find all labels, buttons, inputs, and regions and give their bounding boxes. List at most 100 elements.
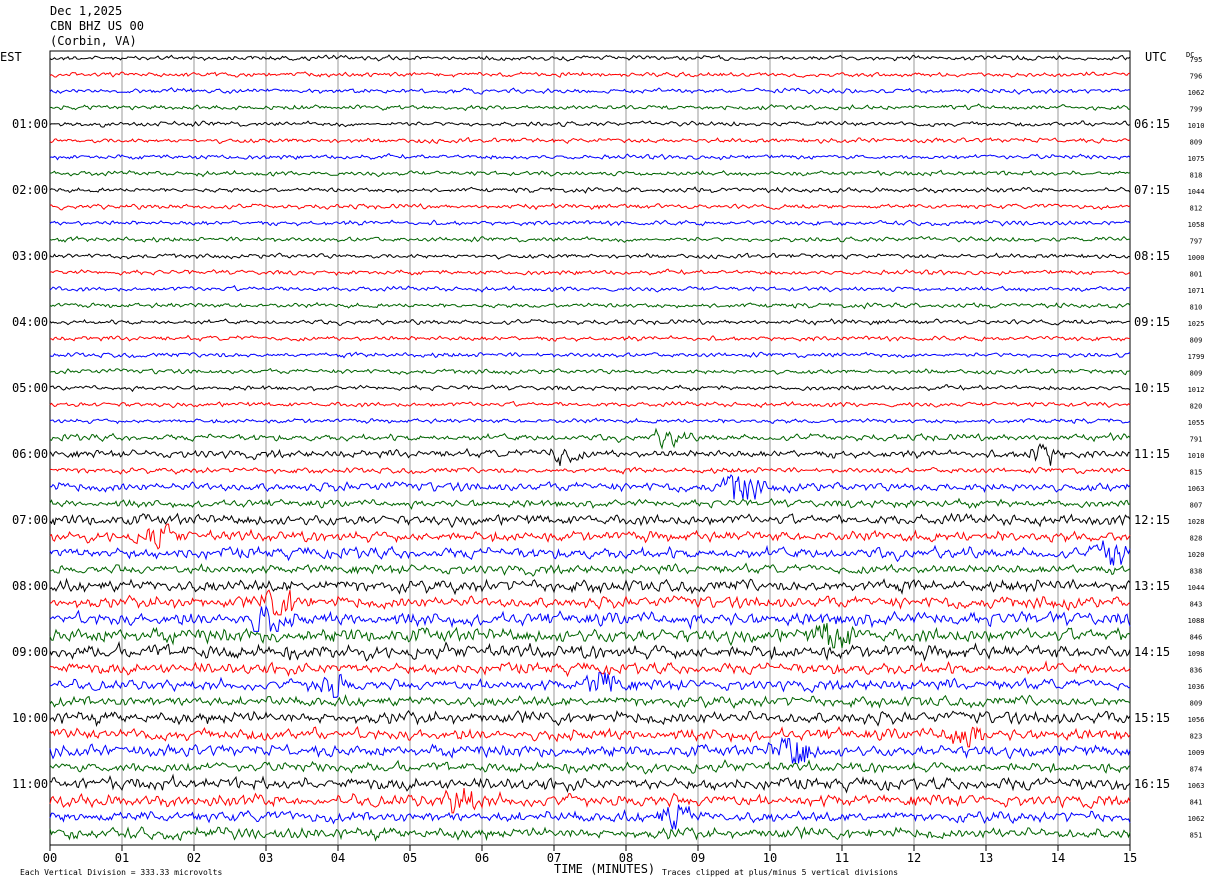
- seismic-trace: [49, 137, 1131, 145]
- dc-value-label: 799: [1190, 106, 1203, 114]
- x-tick-label: 07: [547, 851, 561, 865]
- dc-value-label: 809: [1190, 370, 1203, 378]
- seismic-trace: [49, 153, 1131, 161]
- x-tick-label: 10: [763, 851, 777, 865]
- seismic-trace: [49, 268, 1131, 277]
- seismic-trace: [49, 497, 1131, 510]
- seismic-trace: [49, 400, 1131, 409]
- x-tick-label: 14: [1051, 851, 1065, 865]
- seismic-trace: [49, 384, 1131, 393]
- left-hour-label: 11:00: [12, 777, 48, 791]
- right-hour-label: 09:15: [1134, 315, 1170, 329]
- dc-value-label: 812: [1190, 205, 1203, 213]
- dc-value-label: 791: [1190, 436, 1203, 444]
- dc-value-label: 1088: [1188, 617, 1205, 625]
- seismic-trace: [49, 540, 1131, 566]
- clip-note: Traces clipped at plus/minus 5 vertical …: [662, 868, 898, 877]
- seismic-trace: [49, 604, 1131, 632]
- dc-value-label: 815: [1190, 469, 1203, 477]
- seismic-trace: [49, 466, 1131, 475]
- dc-value-label: 1025: [1188, 320, 1205, 328]
- x-tick-label: 09: [691, 851, 705, 865]
- dc-value-label: 841: [1190, 799, 1203, 807]
- seismic-trace: [49, 442, 1131, 466]
- seismic-trace: [49, 773, 1131, 794]
- right-hour-label: 13:15: [1134, 579, 1170, 593]
- seismic-trace: [49, 252, 1131, 260]
- dc-value-label: 818: [1190, 172, 1203, 180]
- dc-value-label: 1075: [1188, 155, 1205, 163]
- seismic-trace: [49, 672, 1131, 698]
- right-hour-label: 15:15: [1134, 711, 1170, 725]
- seismic-traces: [49, 54, 1131, 842]
- dc-value-label: 796: [1190, 73, 1203, 81]
- dc-value-label: 1056: [1188, 716, 1205, 724]
- x-tick-label: 13: [979, 851, 993, 865]
- right-hour-label: 16:15: [1134, 777, 1170, 791]
- seismic-trace: [49, 120, 1131, 128]
- right-hour-label: 07:15: [1134, 183, 1170, 197]
- axis-labels: 00 01 02 03 04 05 06 07 08 09 10 11 12 13 14 15 795 796 10…: [12, 56, 1204, 865]
- left-hour-label: 03:00: [12, 249, 48, 263]
- seismic-trace: [49, 562, 1131, 577]
- seismic-trace: [49, 368, 1131, 376]
- x-tick-label: 02: [187, 851, 201, 865]
- x-tick-label: 11: [835, 851, 849, 865]
- seismic-trace: [49, 318, 1131, 326]
- dc-value-label: 1020: [1188, 551, 1205, 559]
- right-hour-label: 11:15: [1134, 447, 1170, 461]
- seismic-trace: [49, 623, 1131, 649]
- seismic-trace: [49, 169, 1131, 178]
- dc-value-label: 823: [1190, 733, 1203, 741]
- right-hour-label: 06:15: [1134, 117, 1170, 131]
- x-tick-label: 06: [475, 851, 489, 865]
- x-tick-label: 03: [259, 851, 273, 865]
- dc-value-label: 1044: [1188, 188, 1205, 196]
- dc-value-label: 1062: [1188, 89, 1205, 97]
- dc-value-label: 1000: [1188, 254, 1205, 262]
- left-hour-label: 02:00: [12, 183, 48, 197]
- seismic-trace: [49, 788, 1131, 814]
- seismic-trace: [49, 285, 1131, 293]
- dc-value-label: 1012: [1188, 386, 1205, 394]
- seismic-trace: [49, 660, 1131, 678]
- right-hour-label: 10:15: [1134, 381, 1170, 395]
- dc-value-label: 1055: [1188, 419, 1205, 427]
- left-hour-label: 04:00: [12, 315, 48, 329]
- station-location: (Corbin, VA): [50, 34, 137, 48]
- x-tick-label: 00: [43, 851, 57, 865]
- seismic-trace: [49, 351, 1131, 359]
- left-hour-label: 06:00: [12, 447, 48, 461]
- minute-grid: [49, 50, 1131, 851]
- seismic-trace: [49, 54, 1131, 62]
- left-timezone-label: EST: [0, 50, 22, 64]
- left-hour-label: 07:00: [12, 513, 48, 527]
- dc-value-label: 1062: [1188, 815, 1205, 823]
- dc-value-label: 1010: [1188, 122, 1205, 130]
- x-axis-title: TIME (MINUTES): [554, 862, 655, 876]
- dc-value-label: 836: [1190, 667, 1203, 675]
- seismic-trace: [49, 589, 1131, 616]
- seismic-trace: [49, 577, 1131, 596]
- dc-value-label: 810: [1190, 304, 1203, 312]
- seismic-trace: [49, 474, 1131, 500]
- dc-value-label: 1010: [1188, 452, 1205, 460]
- dc-value-label: 820: [1190, 403, 1203, 411]
- seismic-trace: [49, 804, 1131, 830]
- dc-value-label: 1071: [1188, 287, 1205, 295]
- right-timezone-label: UTC: [1145, 50, 1167, 64]
- seismic-trace: [49, 736, 1131, 764]
- seismic-trace: [49, 71, 1131, 78]
- seismic-trace: [49, 235, 1131, 243]
- dc-column-label: DC: [1186, 51, 1194, 59]
- seismic-trace: [49, 301, 1131, 310]
- seismic-trace: [49, 825, 1131, 842]
- dc-value-label: 874: [1190, 766, 1203, 774]
- dc-value-label: 809: [1190, 700, 1203, 708]
- dc-value-label: 809: [1190, 337, 1203, 345]
- seismic-trace: [49, 759, 1131, 775]
- left-hour-label: 10:00: [12, 711, 48, 725]
- dc-value-label: 1036: [1188, 683, 1205, 691]
- seismic-trace: [49, 103, 1130, 112]
- dc-value-label: 1063: [1188, 782, 1205, 790]
